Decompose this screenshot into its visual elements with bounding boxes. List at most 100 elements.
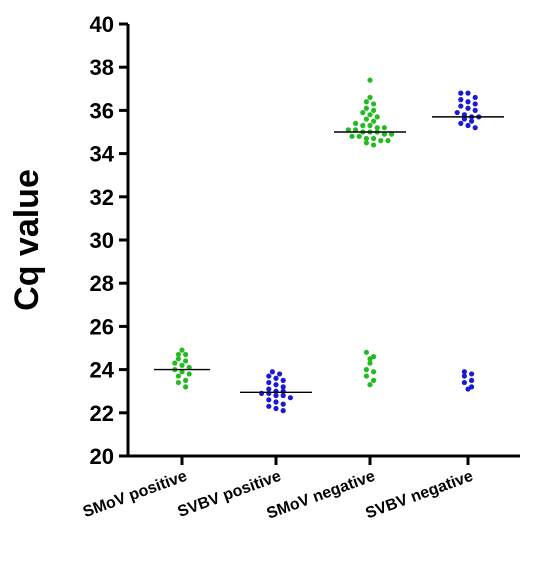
data-point [186, 364, 192, 371]
data-point [465, 90, 471, 96]
data-point [273, 382, 279, 388]
data-point [280, 377, 286, 383]
data-point [472, 94, 478, 101]
data-point [469, 118, 475, 124]
data-point [266, 379, 272, 386]
data-point [363, 367, 369, 373]
x-tick-label: SMoV positive [81, 468, 190, 521]
y-axis: 20 22 24 26 28 30 32 34 36 38 40 [90, 12, 130, 469]
data-point [371, 101, 377, 107]
data-point [175, 373, 181, 379]
data-point [175, 351, 181, 358]
data-point [371, 377, 377, 383]
data-point [353, 127, 359, 133]
data-point [183, 351, 189, 358]
y-tick-label: 24 [90, 358, 115, 383]
data-point [266, 386, 272, 392]
data-point [458, 90, 464, 96]
data-point [371, 107, 377, 113]
data-point [273, 392, 279, 399]
y-tick-label: 36 [90, 98, 114, 123]
data-point [458, 103, 464, 109]
data-point [363, 349, 369, 355]
y-tick-label: 34 [90, 142, 115, 167]
data-point [381, 125, 387, 131]
data-point [367, 94, 373, 101]
x-tick-label: SMoV negative [265, 468, 378, 523]
data-point [461, 373, 467, 379]
data-point [175, 356, 181, 362]
y-tick-label: 20 [90, 444, 114, 469]
data-point [454, 109, 460, 116]
data-point [183, 377, 189, 383]
data-point [356, 133, 362, 139]
data-point [461, 369, 467, 375]
data-point [461, 379, 467, 386]
data-point [367, 77, 373, 83]
data-point [374, 114, 380, 120]
data-point [360, 109, 366, 116]
data-point [266, 403, 272, 409]
y-tick-label: 40 [90, 12, 114, 37]
data-point [381, 131, 387, 137]
data-point [469, 377, 475, 383]
data-point [273, 375, 279, 381]
y-tick-label: 28 [90, 271, 114, 296]
data-point [367, 122, 373, 129]
data-point [266, 373, 272, 379]
data-point [363, 99, 369, 105]
data-point [472, 125, 478, 131]
data-point [371, 135, 377, 142]
data-point [378, 138, 384, 144]
data-point [280, 401, 286, 407]
data-point [371, 118, 377, 124]
median-lines [154, 116, 504, 393]
data-point [266, 397, 272, 403]
data-point [363, 116, 369, 122]
data-point [287, 395, 293, 401]
data-point [363, 105, 369, 111]
y-tick-label: 32 [90, 185, 114, 210]
data-point [277, 371, 283, 377]
y-tick-label: 22 [90, 401, 114, 426]
data-point [280, 384, 286, 390]
data-point [367, 112, 373, 118]
data-point [266, 390, 272, 396]
data-point [367, 360, 373, 366]
y-tick-label: 30 [90, 228, 114, 253]
data-points [172, 77, 482, 414]
data-point [186, 371, 192, 377]
data-point [360, 122, 366, 129]
x-tick-label: SVBV negative [363, 468, 475, 523]
data-point [179, 347, 185, 353]
data-point [363, 373, 369, 379]
data-point [353, 120, 359, 126]
data-point [461, 112, 467, 118]
y-axis-title: Cq value [8, 169, 46, 311]
data-point [458, 97, 464, 103]
data-point [179, 369, 185, 375]
data-point [175, 379, 181, 386]
data-point [259, 390, 265, 396]
y-tick-label: 26 [90, 314, 114, 339]
data-point [363, 140, 369, 146]
data-point [367, 382, 373, 388]
data-point [371, 369, 377, 375]
data-point [469, 371, 475, 377]
data-point [280, 408, 286, 414]
data-point [367, 356, 373, 362]
data-point [461, 116, 467, 122]
data-point [389, 131, 395, 137]
data-point [183, 384, 189, 390]
data-point [458, 120, 464, 126]
data-point [465, 105, 471, 111]
y-tick-label: 38 [90, 55, 114, 80]
data-point [280, 392, 286, 399]
data-point [374, 125, 380, 131]
data-point [472, 101, 478, 107]
data-point [172, 360, 178, 366]
data-point [465, 99, 471, 105]
data-point [345, 127, 351, 133]
